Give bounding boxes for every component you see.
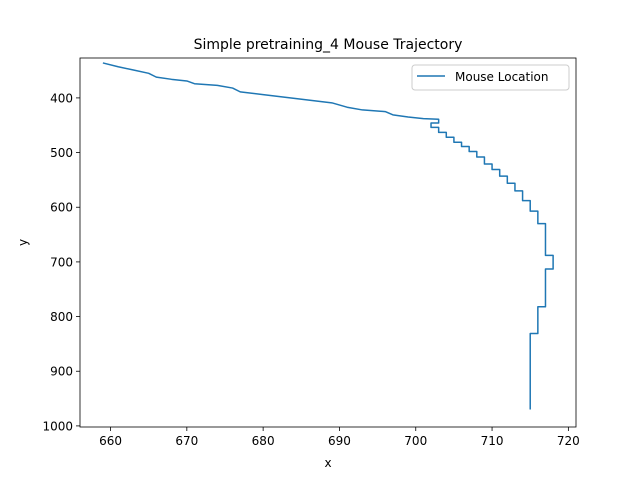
x-axis-label: x <box>324 456 331 470</box>
y-tick-label: 500 <box>50 146 73 160</box>
y-tick-label: 900 <box>50 365 73 379</box>
legend: Mouse Location <box>411 64 570 91</box>
x-tick-label: 680 <box>252 434 275 448</box>
x-axis-ticks: 660 670 680 690 700 710 720 <box>99 427 580 448</box>
x-tick-label: 670 <box>175 434 198 448</box>
y-axis-label: y <box>16 239 30 246</box>
legend-label-mouse-location: Mouse Location <box>455 70 549 84</box>
plot-area: 660 670 680 690 700 710 720 400 500 600 700 800 900… <box>42 57 580 448</box>
data-layer <box>102 62 554 410</box>
y-tick-label: 1000 <box>42 419 73 433</box>
y-axis-ticks: 400 500 600 700 800 900 1000 <box>42 91 80 433</box>
x-tick-label: 720 <box>557 434 580 448</box>
y-tick-label: 700 <box>50 255 73 269</box>
chart-title: Simple pretraining_4 Mouse Trajectory <box>194 37 463 53</box>
y-tick-label: 400 <box>50 91 73 105</box>
y-tick-label: 800 <box>50 310 73 324</box>
axes-frame <box>79 57 577 428</box>
x-tick-label: 700 <box>404 434 427 448</box>
y-tick-label: 600 <box>50 201 73 215</box>
x-tick-label: 660 <box>99 434 122 448</box>
x-tick-label: 710 <box>481 434 504 448</box>
series-line-0 <box>102 62 554 410</box>
legend-frame <box>411 64 570 91</box>
x-tick-label: 690 <box>328 434 351 448</box>
